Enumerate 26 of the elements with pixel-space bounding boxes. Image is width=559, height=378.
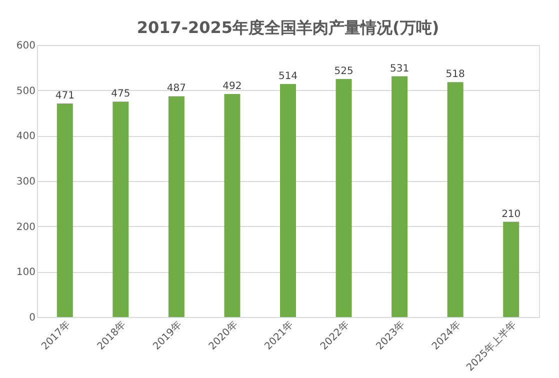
bar — [56, 103, 73, 317]
data-label: 487 — [166, 83, 186, 94]
data-label: 531 — [390, 63, 410, 74]
chart-title: 2017-2025年度全国羊肉产量情况(万吨) — [136, 18, 440, 37]
bar — [280, 84, 296, 317]
y-tick-label: 100 — [16, 267, 36, 278]
data-label: 514 — [278, 70, 298, 82]
bar — [224, 94, 240, 317]
data-label: 475 — [111, 88, 130, 100]
bar — [392, 76, 408, 317]
y-tick-label: 300 — [16, 176, 36, 188]
data-label: 471 — [55, 90, 74, 102]
bar — [447, 82, 464, 317]
y-tick-label: 0 — [29, 312, 36, 324]
bar — [168, 96, 184, 317]
data-label: 525 — [334, 66, 354, 77]
bar — [503, 222, 520, 317]
y-tick-label: 600 — [16, 40, 36, 52]
data-label: 210 — [502, 208, 521, 220]
data-label: 518 — [446, 69, 465, 80]
y-tick-label: 200 — [16, 222, 36, 233]
bar — [112, 102, 129, 317]
y-tick-label: 400 — [16, 131, 36, 142]
bar — [336, 79, 352, 317]
y-tick-label: 500 — [16, 86, 36, 97]
data-label: 492 — [222, 80, 242, 92]
